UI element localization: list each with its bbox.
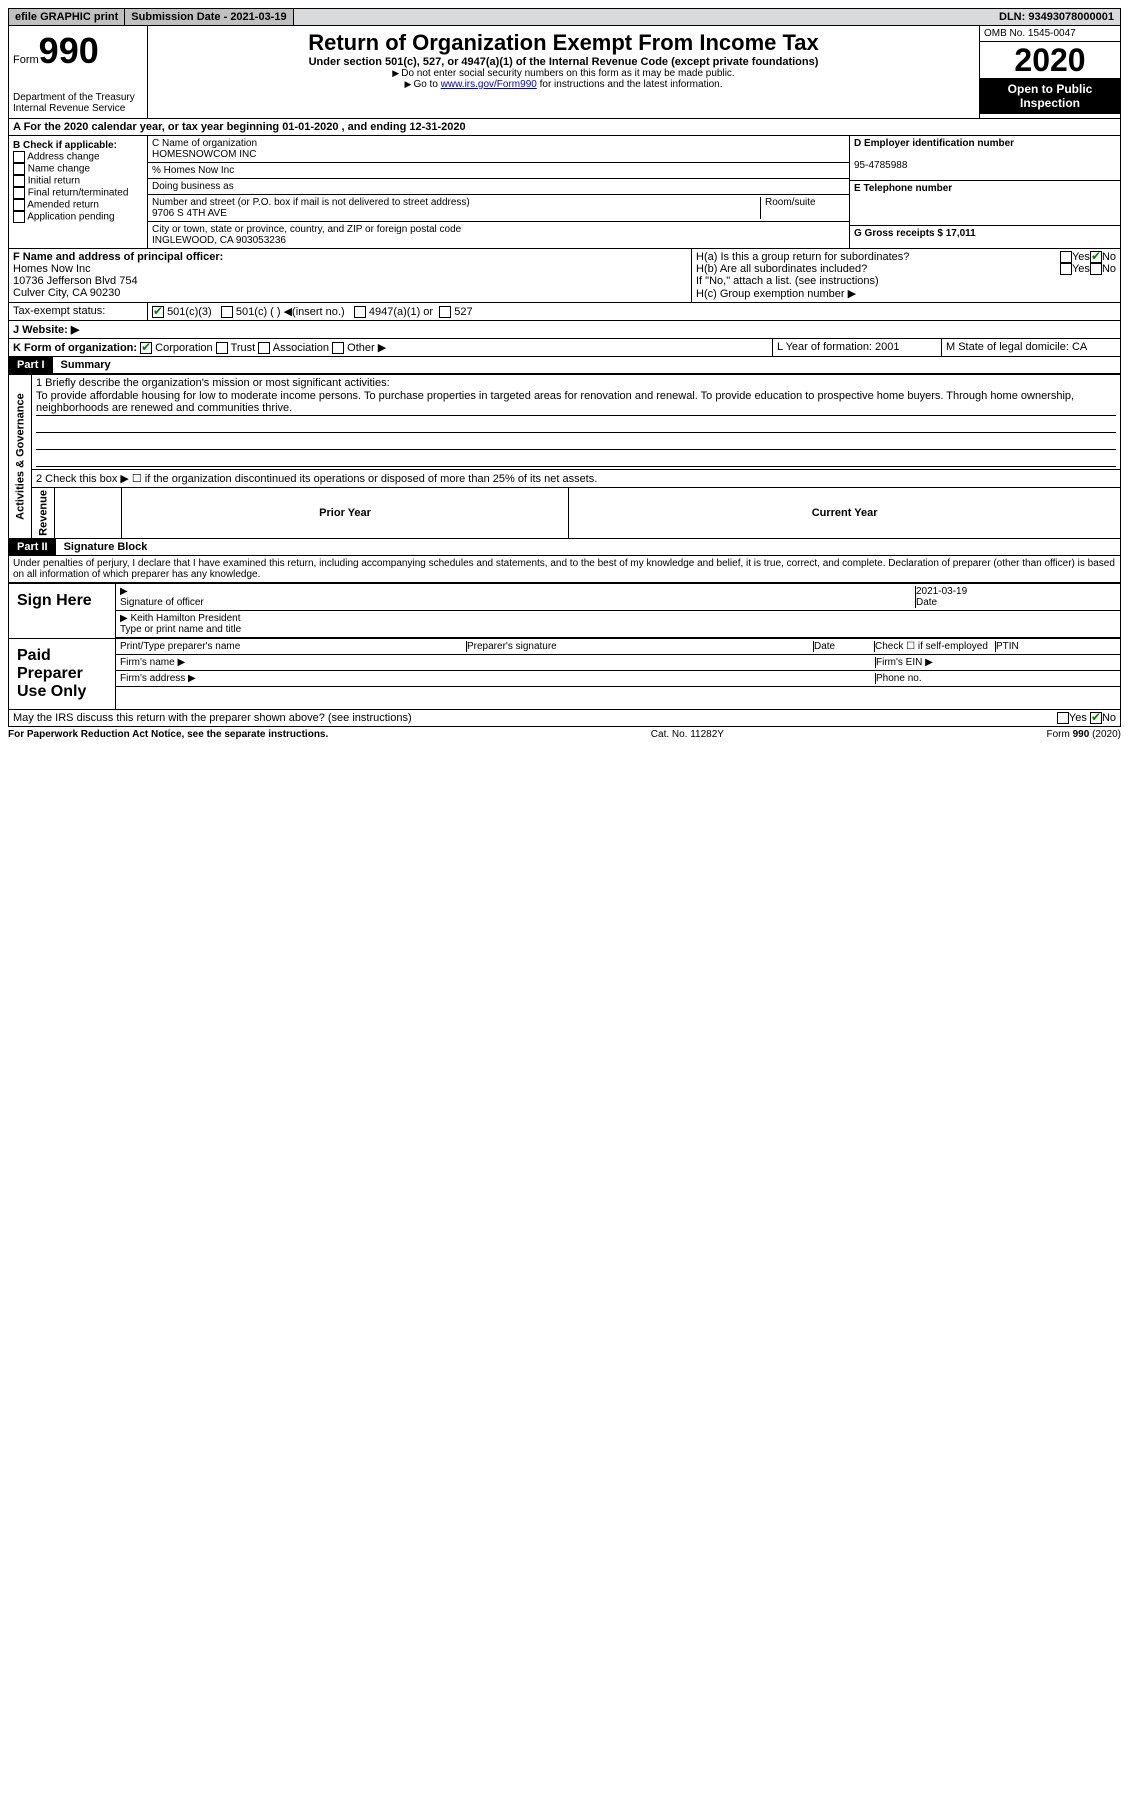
cb-name-change[interactable]: Name change [13, 163, 143, 175]
gross-receipts: G Gross receipts $ 17,011 [854, 228, 976, 239]
column-c-org: C Name of organizationHOMESNOWCOM INC % … [148, 136, 849, 248]
column-de: D Employer identification number95-47859… [849, 136, 1120, 248]
row-i-status: Tax-exempt status: 501(c)(3) 501(c) ( ) … [8, 303, 1121, 321]
row-fh: F Name and address of principal officer:… [8, 249, 1121, 303]
note-ssn: Do not enter social security numbers on … [152, 68, 975, 79]
main-info-block: B Check if applicable: Address change Na… [8, 136, 1121, 249]
side-governance: Activities & Governance [9, 375, 32, 539]
top-bar: efile GRAPHIC print Submission Date - 20… [8, 8, 1121, 26]
submission-date-button[interactable]: Submission Date - 2021-03-19 [125, 9, 293, 25]
omb-number: OMB No. 1545-0047 [980, 26, 1120, 42]
cb-application-pending[interactable]: Application pending [13, 211, 143, 223]
signature-block: Sign Here ▶Signature of officer 2021-03-… [8, 583, 1121, 710]
note-link: Go to www.irs.gov/Form990 for instructio… [152, 79, 975, 90]
footer: For Paperwork Reduction Act Notice, see … [8, 727, 1121, 742]
dept-label: Department of the Treasury Internal Reve… [13, 92, 143, 114]
efile-print-button[interactable]: efile GRAPHIC print [9, 9, 125, 25]
mission-text: To provide affordable housing for low to… [36, 389, 1116, 416]
summary-table: Activities & Governance 1 Briefly descri… [8, 374, 1121, 539]
discuss-row: May the IRS discuss this return with the… [8, 710, 1121, 727]
form-version: Form 990 (2020) [1047, 729, 1121, 740]
part1-header: Part ISummary [8, 357, 1121, 374]
dln-label: DLN: 93493078000001 [993, 9, 1120, 25]
open-inspection: Open to Public Inspection [980, 78, 1120, 114]
irs-link[interactable]: www.irs.gov/Form990 [441, 79, 537, 90]
tax-year: 2020 [980, 42, 1120, 78]
row-j-website: J Website: ▶ [8, 321, 1121, 339]
cb-amended-return[interactable]: Amended return [13, 199, 143, 211]
cb-final-return[interactable]: Final return/terminated [13, 187, 143, 199]
form-title: Return of Organization Exempt From Incom… [152, 30, 975, 56]
cb-address-change[interactable]: Address change [13, 151, 143, 163]
cb-initial-return[interactable]: Initial return [13, 175, 143, 187]
ein-value: 95-4785988 [854, 160, 907, 171]
form-subtitle: Under section 501(c), 527, or 4947(a)(1)… [152, 56, 975, 68]
form-header: Form990 Department of the Treasury Inter… [8, 26, 1121, 119]
perjury-declaration: Under penalties of perjury, I declare th… [8, 556, 1121, 583]
row-klm: K Form of organization: Corporation Trus… [8, 339, 1121, 357]
row-a-period: A For the 2020 calendar year, or tax yea… [8, 119, 1121, 136]
form-number: Form990 [13, 30, 143, 72]
part2-header: Part IISignature Block [8, 539, 1121, 556]
column-b-checkboxes: B Check if applicable: Address change Na… [9, 136, 148, 248]
